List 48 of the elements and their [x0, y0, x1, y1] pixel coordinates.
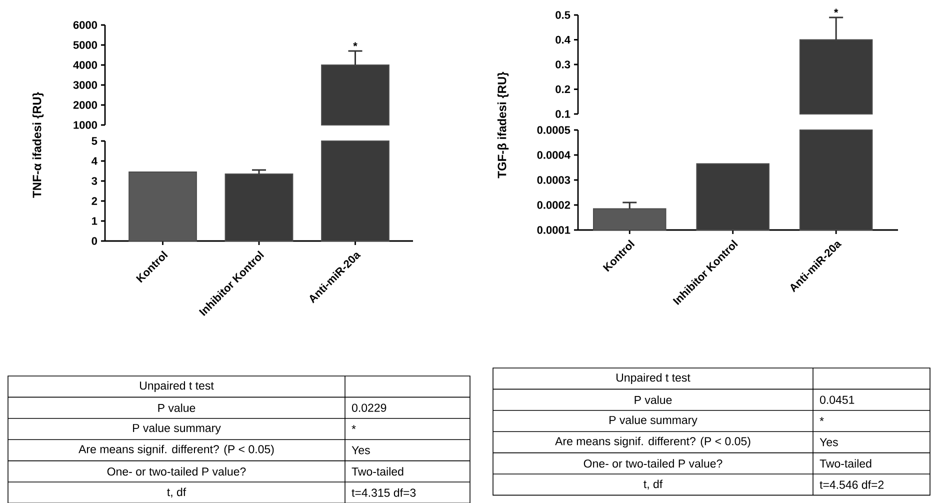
text: P value summary: [133, 424, 221, 434]
text: Two-tailed: [820, 459, 872, 468]
y-tick-label: 1000: [74, 121, 98, 129]
text: One- or two-tailed P value?: [584, 459, 722, 468]
text: Unpaired t test: [140, 381, 214, 392]
text: Unpaired t test: [616, 373, 690, 384]
y-tick-label: 0.3: [556, 60, 570, 68]
y-tick-label: 0: [92, 237, 98, 245]
y-tick-label: 0.2: [556, 85, 570, 94]
y-tick-label: 4000: [73, 61, 98, 69]
y-tick-label: 0.0004: [537, 151, 570, 159]
y-tick-label: 6000: [73, 21, 98, 29]
y-tick-label: 3000: [73, 81, 98, 89]
y-tick-label: 0.1: [556, 110, 570, 118]
y-tick-label: 3: [92, 177, 98, 185]
text: P value: [634, 396, 672, 404]
y-axis-title: TNF-α ifadesi {RU}: [32, 92, 44, 198]
annotation: *: [353, 42, 358, 46]
annotation: *: [834, 8, 838, 13]
y-tick-label: 0.0003: [537, 176, 570, 184]
text: Are means signif. different? (P < 0.05): [555, 436, 750, 448]
text: Are means signif. different? (P < 0.05): [78, 444, 274, 456]
text: One- or two-tailed P value?: [107, 467, 246, 476]
text: P value: [158, 404, 196, 412]
text: P value summary: [610, 416, 698, 426]
y-tick-label: 0.0002: [537, 201, 570, 209]
y-axis-title: TGF-β ifadesi {RU}: [497, 72, 509, 178]
text: 0.0451: [820, 396, 854, 404]
y-tick-label: 0.4: [556, 36, 570, 44]
y-tick-label: 0.0005: [537, 126, 570, 134]
text: Two-tailed: [352, 467, 404, 476]
y-tick-label: 2000: [73, 101, 98, 109]
y-tick-label: 5000: [73, 41, 98, 49]
text: t=4.546 df=2: [820, 480, 884, 489]
text: t, df: [644, 480, 663, 490]
text: Yes: [352, 446, 370, 454]
text: t=4.315 df=3: [352, 488, 416, 497]
y-tick-label: 4: [92, 157, 98, 165]
y-tick-label: 0.5: [556, 11, 570, 19]
text: *: [352, 425, 356, 430]
text: *: [820, 417, 824, 422]
y-tick-label: 2: [92, 197, 98, 205]
text: 0.0229: [352, 404, 386, 412]
text: Yes: [820, 438, 838, 446]
y-tick-label: 0.0001: [537, 226, 570, 234]
y-tick-label: 5: [92, 137, 98, 145]
y-tick-label: 1: [92, 217, 98, 225]
text: t, df: [167, 488, 186, 498]
